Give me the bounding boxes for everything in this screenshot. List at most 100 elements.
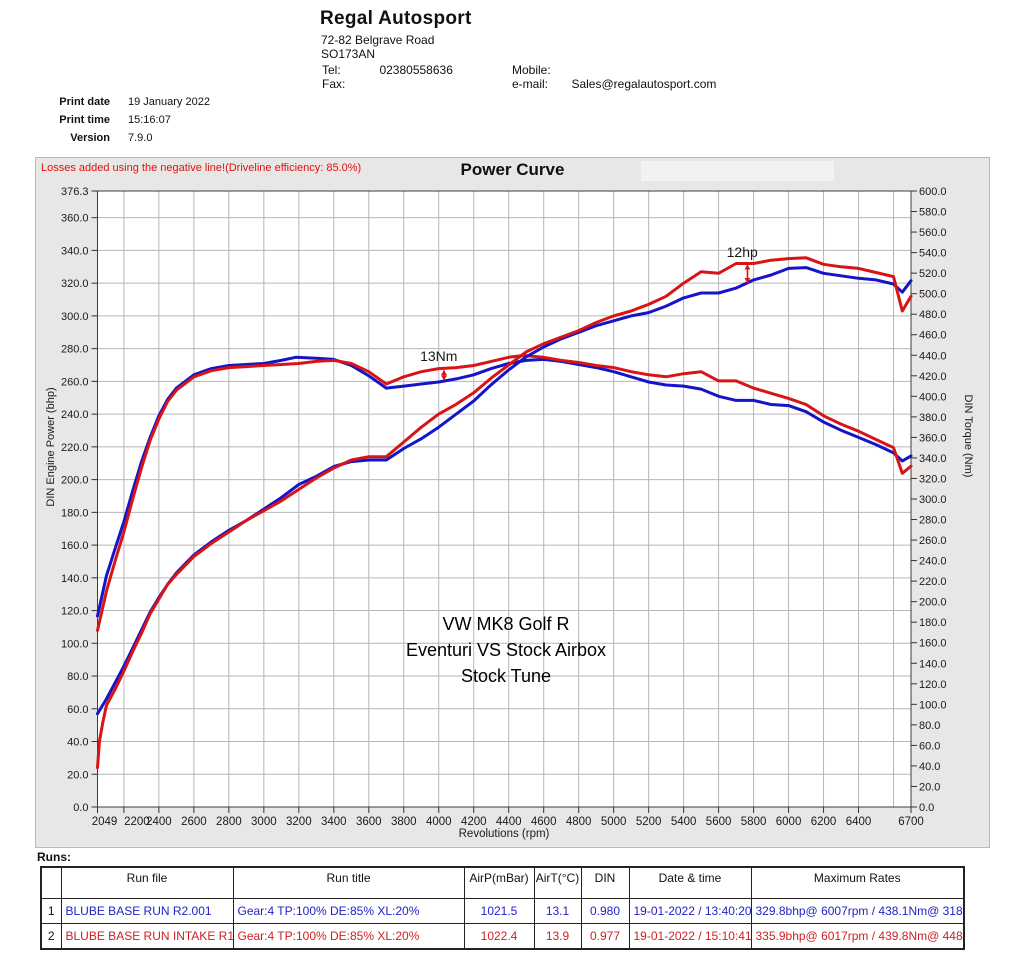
y-right-tick-label: 560.0	[919, 227, 947, 239]
max-rates-cell: 335.9bhp@ 6017rpm / 439.8Nm@ 4484rpm	[750, 923, 965, 950]
company-name: Regal Autosport	[320, 8, 472, 29]
y-right-tick-label: 400.0	[919, 391, 947, 403]
y-right-tick-label: 0.0	[919, 802, 934, 814]
y-left-tick-label: 120.0	[61, 606, 89, 618]
annotation-arrowhead-up	[440, 370, 447, 376]
caption-line-3: Stock Tune	[460, 666, 552, 686]
annotation-arrowhead-down	[744, 277, 751, 283]
din-cell: 0.980	[580, 898, 630, 924]
plot-area	[97, 191, 911, 807]
y-left-tick-label: 200.0	[61, 475, 89, 487]
x-tick-label: 5800	[741, 816, 767, 828]
x-tick-label: 4000	[426, 816, 452, 828]
runs-table: Run file Run title AirP(mBar) AirT(°C) D…	[40, 866, 965, 950]
version-row: Version 7.9.0	[35, 132, 152, 144]
x-tick-label: 5400	[671, 816, 697, 828]
run-file-cell: BLUBE BASE RUN INTAKE R1.001	[60, 923, 234, 950]
y-left-tick-label: 260.0	[61, 376, 89, 388]
power-intake-red-curve	[96, 256, 913, 770]
col-airp-header: AirP(mBar)	[463, 866, 535, 899]
y-left-tick-label: 220.0	[61, 442, 89, 454]
y-left-tick-label: 180.0	[61, 507, 89, 519]
tel-row: Tel: 02380558636	[322, 61, 453, 79]
print-date-label: Print date	[59, 96, 110, 108]
annotation-label: 13Nm	[420, 348, 457, 364]
din-cell: 0.977	[580, 923, 630, 950]
y-left-tick-label: 340.0	[61, 245, 89, 257]
y-right-tick-label: 200.0	[919, 597, 947, 609]
y-right-tick-label: 340.0	[919, 453, 947, 465]
losses-note: Losses added using the negative line!(Dr…	[41, 162, 362, 174]
y-right-tick-label: 480.0	[919, 309, 947, 321]
x-axis-title: Revolutions (rpm)	[459, 828, 550, 840]
y-left-tick-label: 40.0	[67, 737, 88, 749]
y-left-tick-label: 240.0	[61, 409, 89, 421]
y-right-tick-label: 500.0	[919, 289, 947, 301]
x-tick-label: 5200	[636, 816, 662, 828]
power-curve-panel: 376.3 360.0 340.0 320.0 300.0 280.0 260.0 240.0…	[35, 157, 990, 848]
y-right-tick-label: 280.0	[919, 515, 947, 527]
annotation-arrowhead-up	[744, 264, 751, 270]
annotation-arrowhead-down	[440, 375, 447, 381]
torque-intake-red-curve	[96, 354, 913, 632]
y-left-tick-label: 376.3	[61, 186, 89, 198]
run-number-cell: 1	[40, 898, 62, 924]
x-tick-label: 6000	[776, 816, 802, 828]
mobile-label: Mobile:	[512, 63, 551, 77]
email-row: e-mail: Sales@regalautosport.com	[512, 75, 716, 93]
caption-line-1: VW MK8 Golf R	[442, 614, 570, 634]
run-title-cell: Gear:4 TP:100% DE:85% XL:20%	[232, 898, 465, 924]
version-value: 7.9.0	[128, 132, 153, 144]
run-row-1: 1 BLUBE BASE RUN R2.001 Gear:4 TP:100% D…	[40, 898, 965, 924]
col-airt-header: AirT(°C)	[533, 866, 582, 899]
x-tick-label: 2049	[92, 816, 118, 828]
y-right-tick-label: 20.0	[919, 781, 940, 793]
chart-title: Power Curve	[460, 160, 565, 179]
runs-section-label: Runs:	[37, 850, 71, 864]
max-rates-cell: 329.8bhp@ 6007rpm / 438.1Nm@ 3182rpm	[750, 898, 965, 924]
airp-cell: 1022.4	[463, 923, 535, 950]
y-right-tick-label: 180.0	[919, 617, 947, 629]
caption-line-2: Eventuri VS Stock Airbox	[405, 640, 607, 660]
y-right-tick-label: 420.0	[919, 371, 947, 383]
x-tick-label: 3400	[321, 816, 347, 828]
y-right-tick-label: 80.0	[919, 720, 940, 732]
x-tick-label: 3800	[391, 816, 417, 828]
run-title-cell: Gear:4 TP:100% DE:85% XL:20%	[232, 923, 465, 950]
col-run-title-header: Run title	[232, 866, 465, 899]
print-date-value: 19 January 2022	[128, 96, 210, 108]
y-right-tick-label: 440.0	[919, 350, 947, 362]
y-left-axis-title: DIN Engine Power (bhp)	[45, 387, 57, 506]
y-left-tick-label: 20.0	[67, 769, 88, 781]
y-right-tick-label: 260.0	[919, 535, 947, 547]
x-tick-label: 5000	[601, 816, 627, 828]
y-right-axis-title: DIN Torque (Nm)	[962, 395, 974, 478]
x-tick-label: 6700	[898, 816, 924, 828]
y-right-tick-label: 600.0	[919, 186, 947, 198]
x-tick-label: 6200	[811, 816, 837, 828]
y-left-tick-label: 320.0	[61, 278, 89, 290]
col-datetime-header: Date & time	[628, 866, 752, 899]
x-tick-label: 4200	[461, 816, 487, 828]
version-label: Version	[70, 132, 110, 144]
x-tick-label: 3600	[356, 816, 382, 828]
col-max-rates-header: Maximum Rates	[750, 866, 965, 899]
print-date-row: Print date 19 January 2022	[35, 96, 210, 108]
y-left-tick-label: 60.0	[67, 704, 88, 716]
address-line-1: 72-82 Belgrave Road	[321, 33, 435, 47]
power-curve-chart: 376.3 360.0 340.0 320.0 300.0 280.0 260.0 240.0…	[45, 186, 974, 840]
x-tick-label: 5600	[706, 816, 732, 828]
y-right-tick-label: 380.0	[919, 412, 947, 424]
run-row-2: 2 BLUBE BASE RUN INTAKE R1.001 Gear:4 TP…	[40, 923, 965, 950]
y-left-tick-label: 0.0	[73, 802, 88, 814]
y-right-tick-label: 460.0	[919, 330, 947, 342]
y-left-tick-label: 80.0	[67, 671, 88, 683]
mobile-row: Mobile:	[512, 61, 551, 79]
y-right-tick-label: 580.0	[919, 207, 947, 219]
y-left-tick-label: 280.0	[61, 344, 89, 356]
col-din-header: DIN	[580, 866, 630, 899]
print-time-label: Print time	[59, 114, 110, 126]
y-right-tick-label: 100.0	[919, 699, 947, 711]
y-left-tick-label: 300.0	[61, 311, 89, 323]
